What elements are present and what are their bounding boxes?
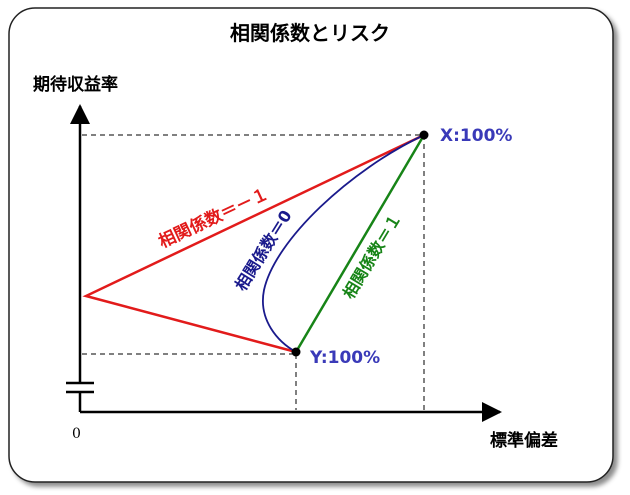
point-x-label: X:100% <box>440 126 512 146</box>
guide-lines <box>82 134 425 410</box>
line-corr-neg1 <box>82 133 425 354</box>
line-corr-pos1 <box>294 134 426 353</box>
diagram-frame <box>8 7 614 483</box>
point-y-label: Y:100% <box>309 348 380 368</box>
diagram-title: 相関係数とリスク <box>230 21 390 45</box>
y-axis-label: 期待収益率 <box>33 74 118 95</box>
x-axis-label: 標準偏差 <box>490 430 558 451</box>
point-y <box>291 347 301 357</box>
line-corr-zero <box>262 134 425 353</box>
origin-label: 0 <box>72 426 81 442</box>
axis-break-icon <box>66 381 94 394</box>
point-x <box>419 130 429 140</box>
